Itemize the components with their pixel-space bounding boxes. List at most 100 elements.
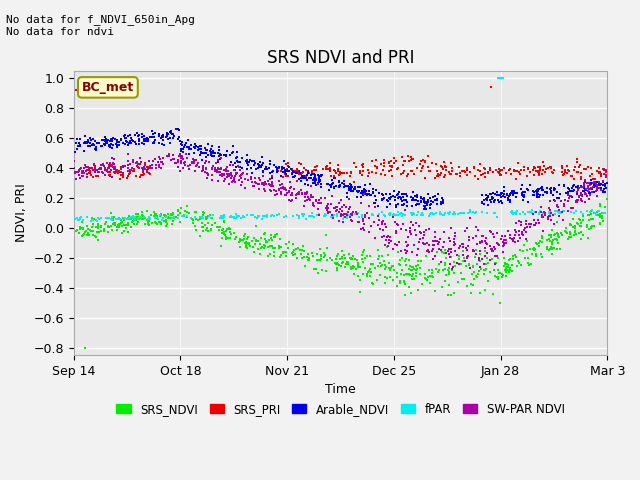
Point <box>226 171 236 179</box>
Point <box>511 175 522 183</box>
Point <box>540 209 550 216</box>
Point <box>426 200 436 208</box>
Point <box>437 248 447 256</box>
Point <box>358 224 369 232</box>
Point <box>287 170 298 178</box>
Point <box>226 212 236 219</box>
Point <box>436 246 446 253</box>
Point <box>508 236 518 243</box>
Point <box>241 240 252 248</box>
Point <box>141 167 152 174</box>
Point <box>428 198 438 205</box>
Point <box>403 152 413 159</box>
Point <box>253 213 263 221</box>
Point <box>549 244 559 252</box>
Point <box>550 197 560 204</box>
Point <box>169 213 179 221</box>
Point <box>109 163 120 170</box>
Point <box>559 202 569 209</box>
Point <box>76 164 86 171</box>
Point <box>303 167 313 175</box>
Point <box>314 256 324 264</box>
Point <box>542 243 552 251</box>
Point <box>168 217 179 225</box>
Point <box>159 211 169 219</box>
Point <box>422 200 432 208</box>
Point <box>74 166 84 173</box>
Point <box>90 216 100 224</box>
Point <box>265 160 275 168</box>
Point <box>538 184 548 192</box>
Point <box>559 170 570 178</box>
Point <box>308 170 319 178</box>
Point <box>381 236 392 244</box>
Point <box>281 172 291 180</box>
Point <box>346 255 356 263</box>
Point <box>243 158 253 166</box>
Point <box>431 160 442 168</box>
Point <box>393 164 403 172</box>
Point <box>78 216 88 224</box>
Point <box>157 158 167 166</box>
Point <box>298 168 308 176</box>
Point <box>449 289 459 297</box>
Point <box>69 165 79 172</box>
Point <box>314 211 324 219</box>
Point <box>307 169 317 177</box>
Point <box>358 271 369 278</box>
Point <box>335 182 345 190</box>
Point <box>370 162 380 170</box>
Point <box>91 216 101 224</box>
Point <box>155 212 165 220</box>
Point <box>91 172 101 180</box>
Point <box>423 198 433 206</box>
Point <box>579 179 589 187</box>
Point <box>399 157 409 165</box>
Point <box>376 160 387 168</box>
Point <box>282 167 292 175</box>
Point <box>118 174 128 181</box>
Point <box>456 260 467 268</box>
Point <box>431 200 442 207</box>
Point <box>458 247 468 255</box>
Point <box>386 264 396 272</box>
Point <box>593 164 604 172</box>
Point <box>213 177 223 184</box>
Point <box>158 160 168 168</box>
Point <box>376 218 387 226</box>
Point <box>454 172 465 180</box>
Point <box>440 171 451 179</box>
Point <box>311 196 321 204</box>
Point <box>332 264 342 272</box>
Point <box>509 251 520 259</box>
Point <box>427 247 437 255</box>
Point <box>75 226 85 233</box>
Point <box>548 191 558 198</box>
Point <box>232 214 242 221</box>
Point <box>121 134 131 142</box>
Point <box>281 186 291 194</box>
Point <box>75 174 85 182</box>
Point <box>223 171 233 179</box>
Point <box>303 168 314 176</box>
Point <box>417 280 427 288</box>
Point <box>201 157 211 165</box>
Point <box>485 196 495 204</box>
Point <box>433 170 444 178</box>
Point <box>579 187 589 195</box>
Point <box>200 159 211 167</box>
Point <box>538 166 548 174</box>
Point <box>473 226 483 234</box>
Point <box>234 213 244 220</box>
Point <box>299 203 309 210</box>
Point <box>505 197 515 204</box>
Point <box>284 167 294 175</box>
Point <box>298 212 308 220</box>
Point <box>236 171 246 179</box>
Point <box>177 152 187 159</box>
Point <box>353 209 364 217</box>
Point <box>173 126 183 133</box>
Point <box>445 208 455 216</box>
Point <box>511 228 521 236</box>
Point <box>390 193 400 201</box>
